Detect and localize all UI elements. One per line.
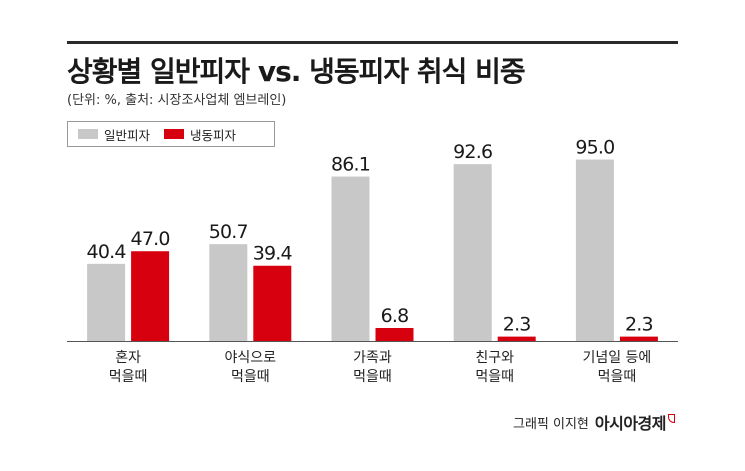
data-label-frozen-4: 2.3 — [625, 314, 653, 336]
category-label-line: 친구와 — [475, 350, 514, 366]
top-rule — [67, 41, 678, 44]
category-label-line: 먹을때 — [597, 369, 637, 385]
bar-regular-4 — [575, 159, 614, 341]
data-label-regular-1: 50.7 — [209, 221, 248, 243]
bar-regular-0 — [87, 263, 126, 341]
category-label-line: 가족과 — [353, 350, 392, 366]
bar-regular-2 — [331, 176, 370, 341]
data-label-regular-3: 92.6 — [453, 141, 492, 163]
legend-label-regular: 일반피자 — [104, 127, 151, 143]
category-label-line: 기념일 등에 — [582, 350, 652, 366]
bar-frozen-3 — [497, 336, 536, 341]
legend-swatch-regular — [78, 129, 98, 139]
brand-mark-icon — [668, 413, 675, 423]
chart-subtitle: (단위: %, 출처: 시장조사업체 엠브레인) — [67, 93, 287, 108]
bar-frozen-4 — [619, 336, 658, 341]
legend-item-regular: 일반피자 — [78, 125, 150, 144]
data-label-frozen-3: 2.3 — [503, 314, 531, 336]
legend-label-frozen: 냉동피자 — [190, 127, 237, 143]
brand-logo: 아시아경제 — [594, 414, 667, 433]
bar-frozen-0 — [131, 251, 170, 341]
data-label-regular-0: 40.4 — [87, 241, 127, 263]
bar-regular-3 — [453, 164, 492, 341]
bar-frozen-2 — [375, 328, 414, 341]
credit: 그래픽 이지현 아시아경제 — [513, 410, 675, 434]
legend-item-frozen: 냉동피자 — [164, 125, 236, 144]
credit-text: 그래픽 이지현 — [512, 416, 589, 432]
category-label-line: 야식으로 — [224, 350, 277, 366]
chart-title: 상황별 일반피자 vs. 냉동피자 취식 비중 — [67, 55, 526, 88]
data-label-regular-4: 95.0 — [575, 137, 614, 159]
data-label-frozen-0: 47.0 — [131, 228, 170, 250]
category-label-line: 먹을때 — [230, 369, 270, 385]
bar-frozen-1 — [253, 265, 292, 341]
category-label-line: 먹을때 — [108, 369, 148, 385]
category-label-line: 먹을때 — [475, 369, 514, 385]
legend-swatch-frozen — [164, 129, 185, 139]
bar-regular-1 — [209, 244, 248, 341]
data-label-frozen-1: 39.4 — [253, 243, 293, 265]
data-label-frozen-2: 6.8 — [381, 305, 409, 327]
category-label-line: 혼자 — [115, 350, 141, 366]
category-label-line: 먹을때 — [353, 369, 392, 385]
data-label-regular-2: 86.1 — [331, 154, 370, 176]
legend: 일반피자 냉동피자 — [67, 121, 275, 147]
